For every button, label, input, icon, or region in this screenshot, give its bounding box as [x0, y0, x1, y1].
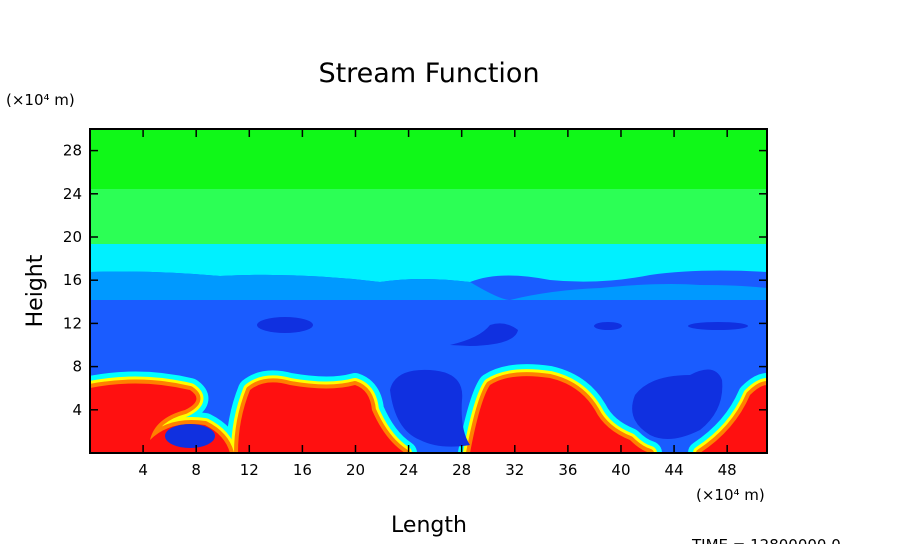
y-tick-label: 24 — [63, 185, 82, 203]
x-tick-label: 24 — [399, 461, 418, 479]
x-axis-label: Length — [391, 513, 467, 538]
x-tick-label: 20 — [346, 461, 365, 479]
x-tick-label: 36 — [558, 461, 577, 479]
plot-frame — [89, 128, 768, 454]
x-tick-label: 8 — [191, 461, 201, 479]
y-axis-label: Height — [23, 254, 48, 327]
x-unit: (×10⁴ m) — [696, 486, 765, 504]
x-tick-label: 40 — [611, 461, 630, 479]
y-tick-label: 12 — [63, 314, 82, 332]
x-tick-label: 4 — [138, 461, 148, 479]
x-tick-label: 12 — [240, 461, 259, 479]
x-tick-label: 32 — [505, 461, 524, 479]
x-tick-label: 44 — [665, 461, 684, 479]
y-tick-label: 20 — [63, 228, 82, 246]
contour-field — [90, 129, 767, 453]
y-tick-label: 16 — [63, 271, 82, 289]
y-tick-label: 8 — [72, 358, 82, 376]
chart-title: Stream Function — [318, 58, 539, 89]
x-tick-label: 28 — [452, 461, 471, 479]
x-tick-label: 48 — [718, 461, 737, 479]
y-unit: (×10⁴ m) — [6, 91, 75, 109]
time-label: TIME = 12800000.0 — [691, 536, 841, 544]
x-tick-label: 16 — [293, 461, 312, 479]
y-tick-label: 28 — [63, 142, 82, 160]
y-tick-label: 4 — [72, 401, 82, 419]
